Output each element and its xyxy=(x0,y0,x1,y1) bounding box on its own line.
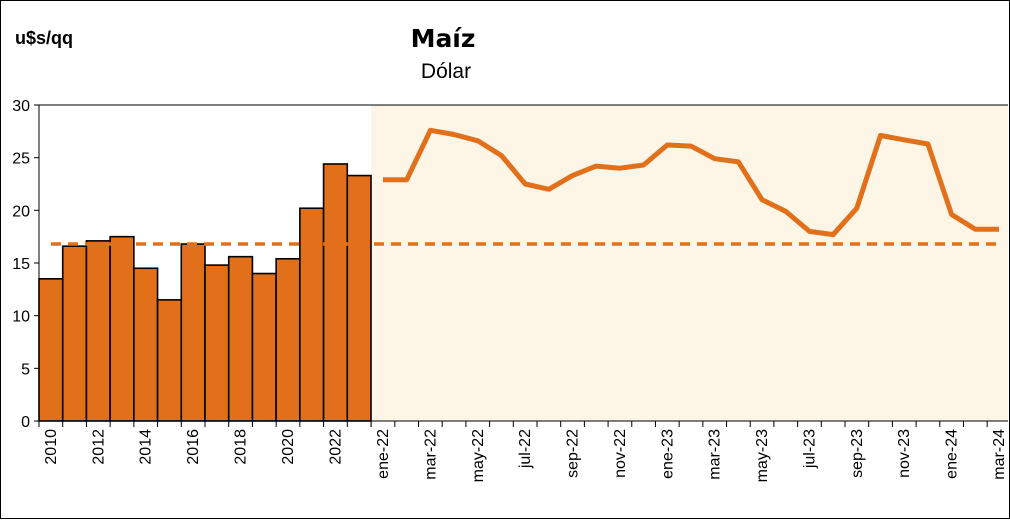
x-tick-label-monthly: mar-22 xyxy=(422,429,439,480)
x-tick-label-monthly: may-23 xyxy=(754,429,771,482)
bar-2022 xyxy=(322,163,349,422)
x-tick-label-monthly: may-22 xyxy=(470,429,487,482)
bar-2015 xyxy=(156,299,183,422)
x-tick-label-monthly: mar-24 xyxy=(991,429,1008,480)
bar-2016 xyxy=(180,243,206,422)
x-tick-label-annual: 2010 xyxy=(43,429,60,465)
y-tick-label: 15 xyxy=(12,256,30,273)
bar-2019 xyxy=(251,272,277,422)
x-tick-label-annual: 2016 xyxy=(185,429,202,465)
bar-2021 xyxy=(299,207,325,422)
bar-2018 xyxy=(227,255,254,422)
bar-2014 xyxy=(133,267,159,422)
x-tick-label-annual: 2020 xyxy=(280,429,297,465)
chart-subtitle: Dólar xyxy=(421,60,471,83)
x-tick-label-monthly: nov-22 xyxy=(612,429,629,478)
bar-2011 xyxy=(61,245,88,422)
bar-2020 xyxy=(275,257,301,422)
annual-bar-series xyxy=(38,163,372,422)
y-axis-unit-label: u$s/qq xyxy=(15,28,73,48)
x-tick-label-monthly: nov-23 xyxy=(896,429,913,478)
x-tick-label-monthly: jul-22 xyxy=(517,429,534,469)
y-tick-label: 20 xyxy=(12,203,30,220)
y-tick-label: 0 xyxy=(21,414,30,431)
x-tick-label-monthly: ene-23 xyxy=(659,429,676,479)
x-tick-label-monthly: sep-22 xyxy=(565,429,582,478)
monthly-price-line xyxy=(383,127,999,238)
chart-title: Maíz xyxy=(411,24,476,53)
bar-2010 xyxy=(38,277,64,422)
y-axis: 0 5 10 15 20 25 30 xyxy=(12,98,1008,431)
x-tick-label-annual: 2012 xyxy=(90,429,107,465)
y-tick-label: 25 xyxy=(12,151,30,168)
x-tick-label-monthly: sep-23 xyxy=(849,429,866,478)
x-tick-label-annual: 2014 xyxy=(138,429,155,465)
bar-2012 xyxy=(85,240,111,422)
x-tick-label-monthly: ene-24 xyxy=(944,429,961,479)
bar-2023 xyxy=(346,174,372,422)
plot-area-background xyxy=(371,105,1008,421)
y-tick-label: 10 xyxy=(12,309,30,326)
x-tick-label-monthly: jul-23 xyxy=(801,429,818,469)
bar-2017 xyxy=(204,264,230,422)
x-tick-label-annual: 2018 xyxy=(233,429,250,465)
x-tick-label-monthly: mar-23 xyxy=(707,429,724,480)
x-axis: 2010 2012 2014 2016 2018 2020 2022 ene-22 mar-22… xyxy=(38,420,1008,482)
x-tick-label-monthly: ene-22 xyxy=(375,429,392,479)
bar-2013 xyxy=(109,235,135,422)
monthly-line-series xyxy=(383,127,999,238)
y-tick-label: 5 xyxy=(21,361,30,378)
y-tick-label: 30 xyxy=(12,98,30,115)
x-tick-label-annual: 2022 xyxy=(327,429,344,465)
